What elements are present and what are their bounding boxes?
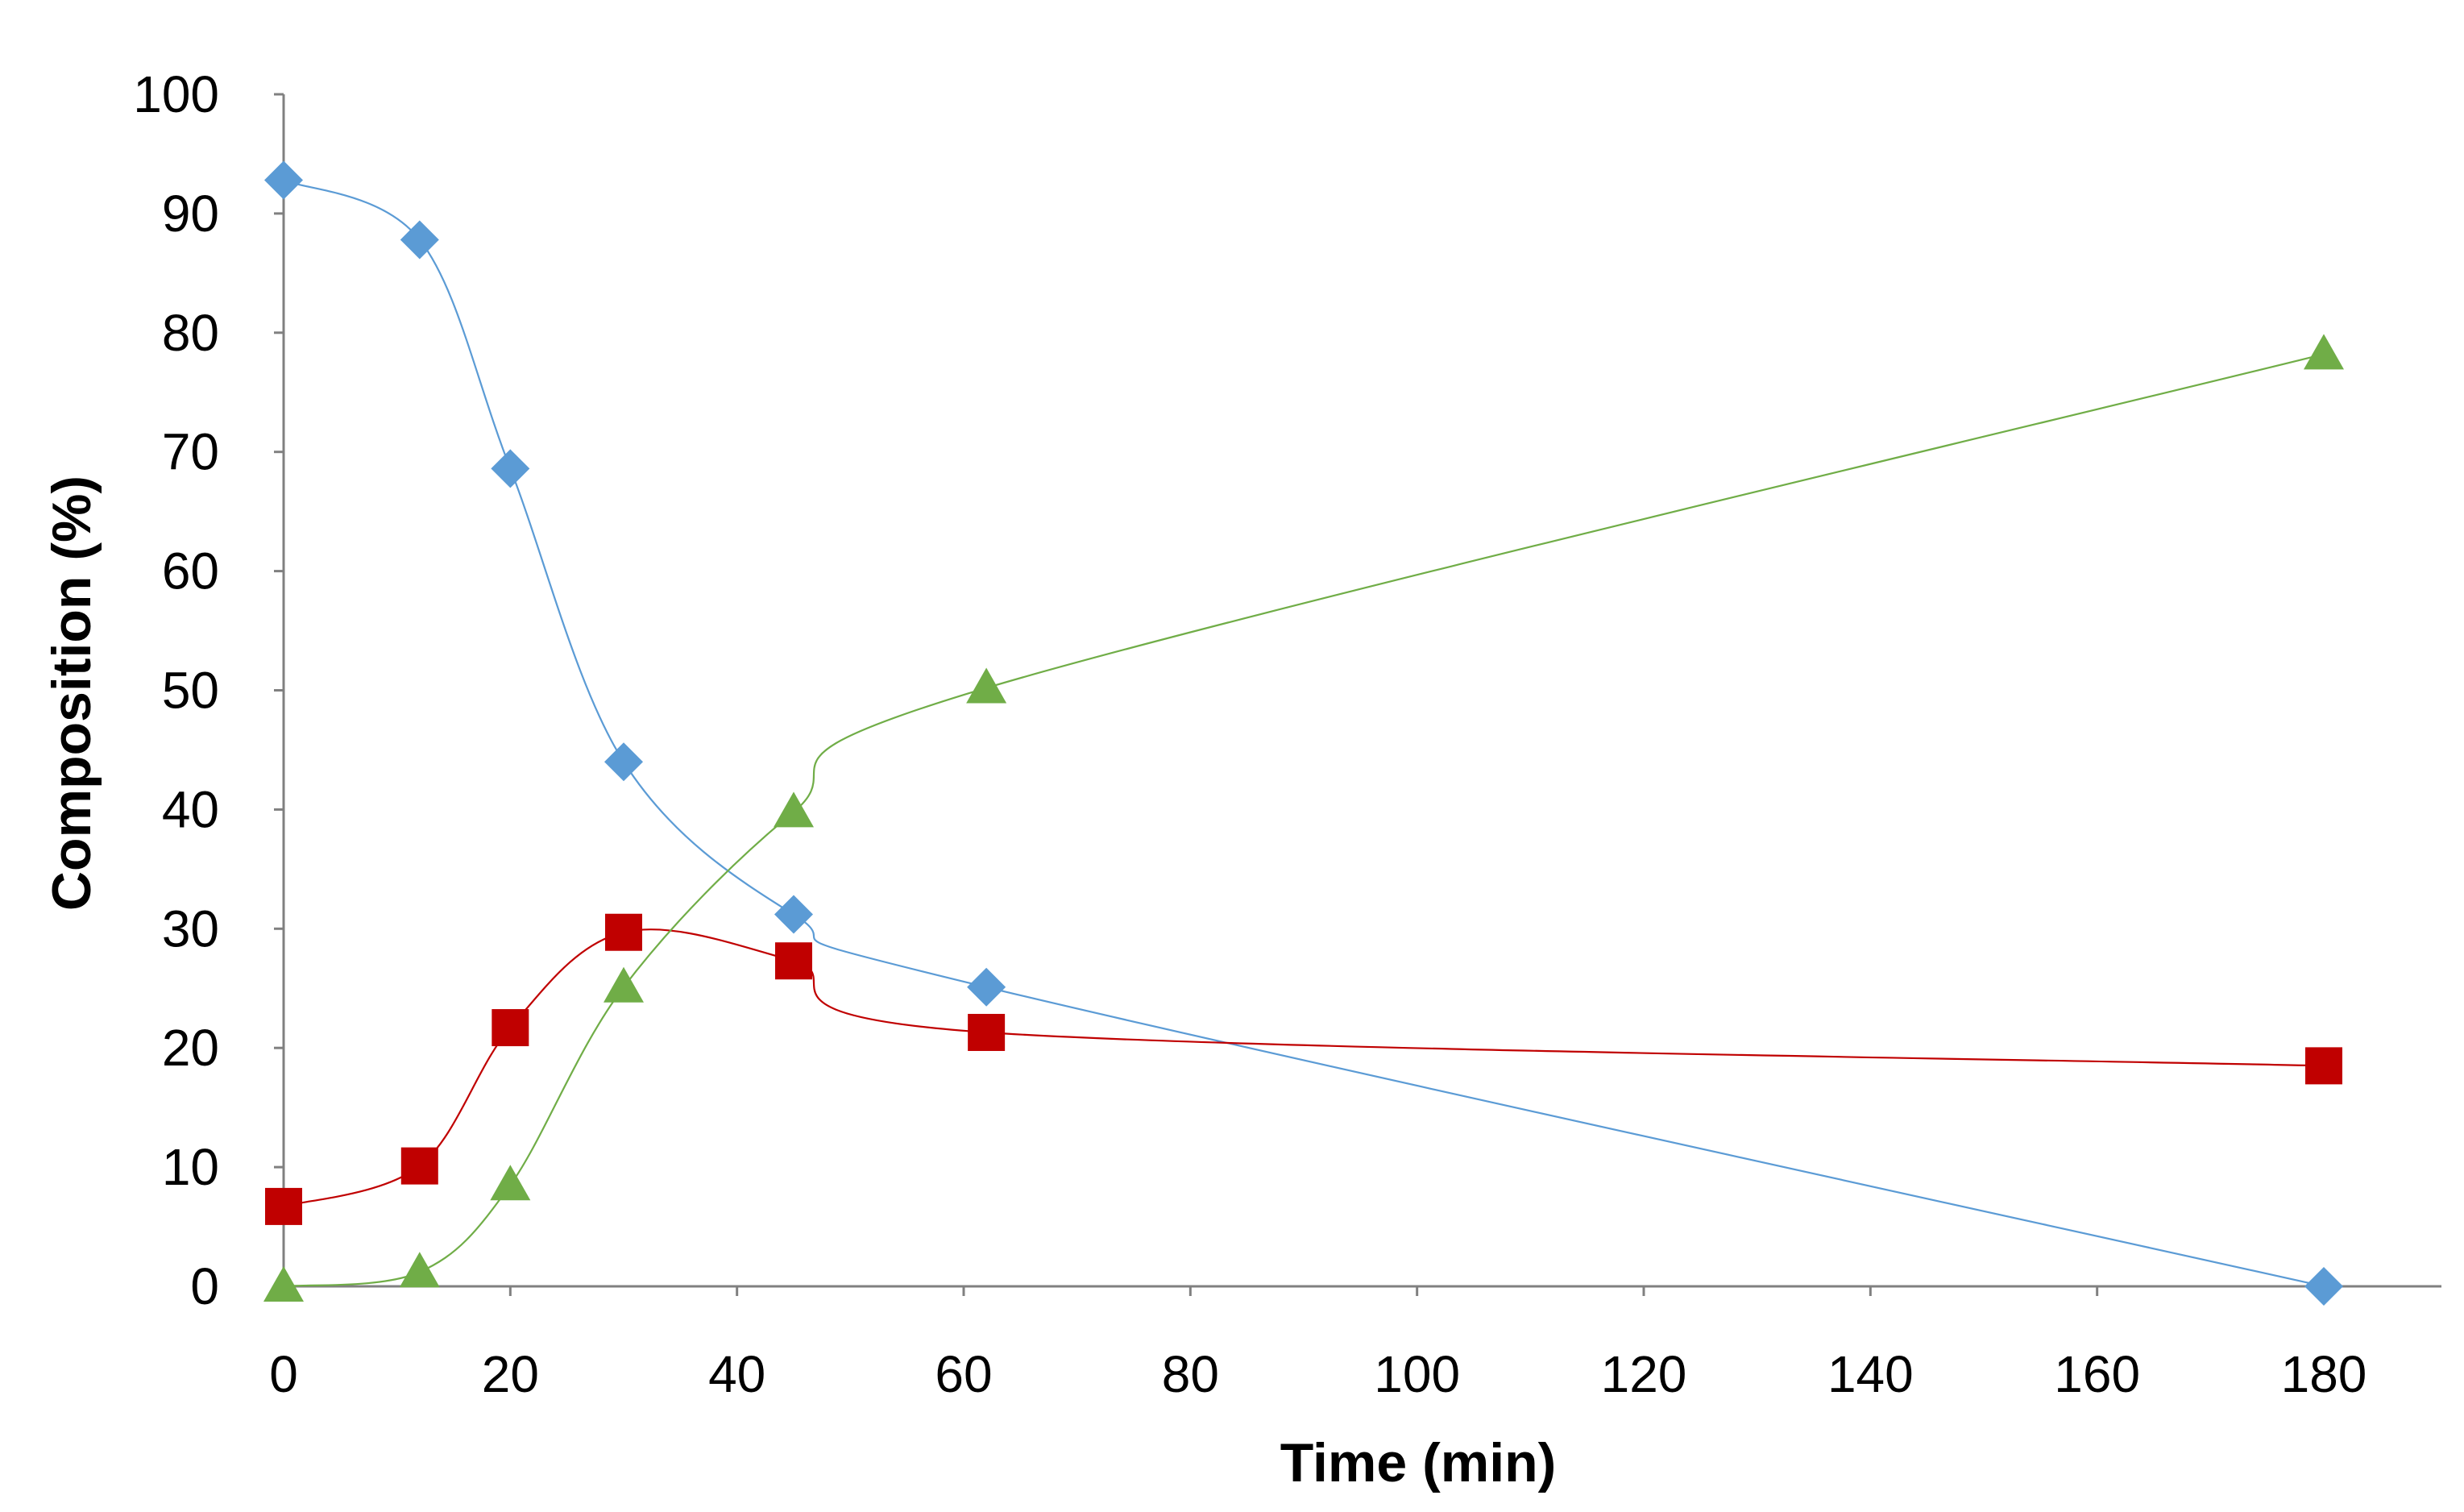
x-tick-label: 0 <box>269 1345 298 1403</box>
square-series-point <box>492 1009 529 1047</box>
y-tick-label: 20 <box>162 1019 219 1077</box>
axes <box>274 93 2441 1296</box>
x-tick-label: 80 <box>1162 1345 1219 1403</box>
diamond-series-point <box>604 742 643 782</box>
y-tick-label: 90 <box>162 185 219 243</box>
y-tick-label: 30 <box>162 899 219 957</box>
y-tick-label: 70 <box>162 423 219 481</box>
x-tick-label: 40 <box>708 1345 765 1403</box>
y-axis-title: Composition (%) <box>41 476 102 911</box>
x-tick-label: 140 <box>1827 1345 1914 1403</box>
square-series-point <box>775 942 812 980</box>
square-series-line <box>283 928 2325 1207</box>
y-tick-label: 0 <box>190 1257 219 1315</box>
diamond-series-point <box>400 220 439 260</box>
x-tick-label: 120 <box>1601 1345 1687 1403</box>
series-markers <box>263 160 2344 1306</box>
x-axis-title: Time (min) <box>1280 1432 1557 1493</box>
triangle-series-point <box>774 791 814 828</box>
y-tick-label: 60 <box>162 542 219 600</box>
x-tick-label: 160 <box>2054 1345 2140 1403</box>
x-tick-label: 180 <box>2281 1345 2367 1403</box>
y-tick-label: 10 <box>162 1138 219 1196</box>
diamond-series-point <box>774 895 813 934</box>
y-tick-label: 40 <box>162 780 219 838</box>
square-series-point <box>265 1187 302 1225</box>
x-tick-label: 20 <box>482 1345 539 1403</box>
y-tick-label: 100 <box>133 65 219 123</box>
square-series-point <box>968 1013 1006 1051</box>
diamond-series-point <box>264 160 303 200</box>
series-lines <box>283 179 2325 1288</box>
triangle-series-point <box>2304 334 2344 370</box>
diamond-series-point <box>967 967 1006 1007</box>
diamond-series-point <box>491 449 530 488</box>
triangle-series-point <box>966 667 1007 704</box>
tick-labels: 0 10 20 30 40 50 60 70 80 90 100 0 20 40 60 80 100 120 140… <box>133 65 2367 1403</box>
triangle-series-point <box>604 966 644 1003</box>
x-tick-label: 100 <box>1374 1345 1460 1403</box>
y-tick-label: 50 <box>162 662 219 720</box>
triangle-series-point <box>490 1165 531 1201</box>
triangle-series-point <box>263 1266 304 1302</box>
diamond-series-line <box>283 179 2325 1288</box>
triangle-series-line <box>283 353 2325 1288</box>
square-series-point <box>2305 1047 2342 1085</box>
square-series-point <box>400 1147 438 1185</box>
square-series-point <box>605 913 642 951</box>
x-tick-label: 60 <box>935 1345 992 1403</box>
triangle-series-point <box>399 1252 440 1288</box>
diamond-series-point <box>2304 1267 2343 1306</box>
y-tick-label: 80 <box>162 304 219 362</box>
